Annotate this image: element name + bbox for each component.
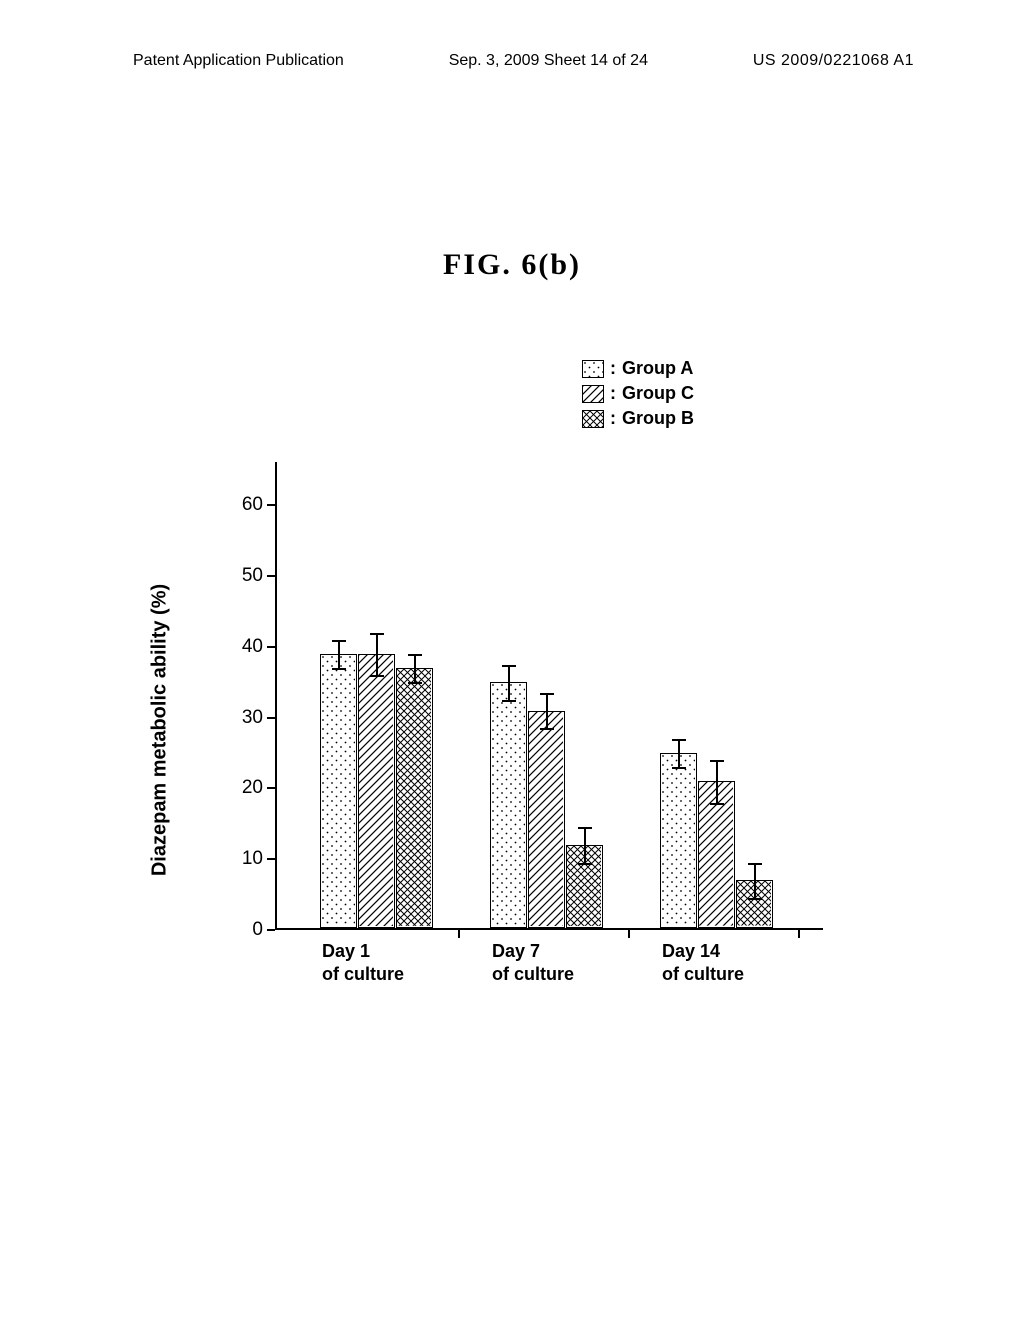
error-cap [502,665,516,667]
error-bar [546,693,548,728]
x-category-label: Day 7of culture [492,940,574,985]
y-axis-line [275,462,277,930]
legend: : Group A: Group C: Group B [582,358,694,433]
y-tick [267,929,275,931]
error-cap [578,863,592,865]
y-tick [267,858,275,860]
error-bar [338,640,340,668]
y-tick-label: 30 [231,707,263,729]
x-category-label-line: Day 1 [322,940,404,963]
error-bar [508,665,510,700]
header-center: Sep. 3, 2009 Sheet 14 of 24 [449,52,648,70]
legend-colon: : [610,383,616,404]
y-tick-label: 0 [231,919,263,941]
error-cap [710,760,724,762]
bar [528,711,565,928]
error-bar [376,633,378,675]
header-right: US 2009/0221068 A1 [753,52,914,70]
x-category-label-line: of culture [492,963,574,986]
error-bar [716,760,718,802]
legend-label: Group A [622,358,693,379]
bar [490,682,527,928]
error-bar [414,654,416,682]
error-cap [672,739,686,741]
error-cap [540,728,554,730]
legend-item: : Group A [582,358,694,379]
legend-label: Group B [622,408,694,429]
bar [320,654,357,928]
header-left: Patent Application Publication [133,52,344,70]
error-bar [754,863,756,898]
x-category-label-line: of culture [662,963,744,986]
bar [358,654,395,928]
error-cap [578,827,592,829]
plot-area: 0102030405060 [275,470,815,930]
y-tick [267,787,275,789]
legend-item: : Group C [582,383,694,404]
chart: Diazepam metabolic ability (%) 010203040… [200,470,830,990]
legend-swatch-icon [582,385,604,403]
error-cap [672,767,686,769]
x-tick [798,930,800,938]
error-cap [502,700,516,702]
error-cap [332,640,346,642]
x-category-label-line: of culture [322,963,404,986]
y-tick [267,717,275,719]
legend-label: Group C [622,383,694,404]
error-cap [748,898,762,900]
error-cap [370,633,384,635]
y-tick-label: 50 [231,565,263,587]
x-category-label: Day 14of culture [662,940,744,985]
legend-swatch-icon [582,410,604,428]
page-header: Patent Application Publication Sep. 3, 2… [0,52,1024,70]
error-cap [710,803,724,805]
error-cap [370,675,384,677]
bar [396,668,433,928]
y-tick [267,575,275,577]
x-axis-line [275,928,823,930]
x-category-label-line: Day 14 [662,940,744,963]
error-cap [748,863,762,865]
y-tick [267,646,275,648]
x-tick [628,930,630,938]
legend-colon: : [610,408,616,429]
y-tick-label: 40 [231,636,263,658]
error-bar [678,739,680,767]
x-category-label: Day 1of culture [322,940,404,985]
x-tick [458,930,460,938]
y-tick [267,504,275,506]
y-tick-label: 10 [231,848,263,870]
legend-item: : Group B [582,408,694,429]
legend-colon: : [610,358,616,379]
error-cap [408,654,422,656]
y-tick-label: 20 [231,777,263,799]
error-cap [408,682,422,684]
error-cap [332,668,346,670]
error-bar [584,827,586,862]
x-category-label-line: Day 7 [492,940,574,963]
bar [660,753,697,928]
y-tick-label: 60 [231,494,263,516]
figure-title: FIG. 6(b) [0,248,1024,282]
legend-swatch-icon [582,360,604,378]
y-axis-label: Diazepam metabolic ability (%) [149,584,172,876]
error-cap [540,693,554,695]
